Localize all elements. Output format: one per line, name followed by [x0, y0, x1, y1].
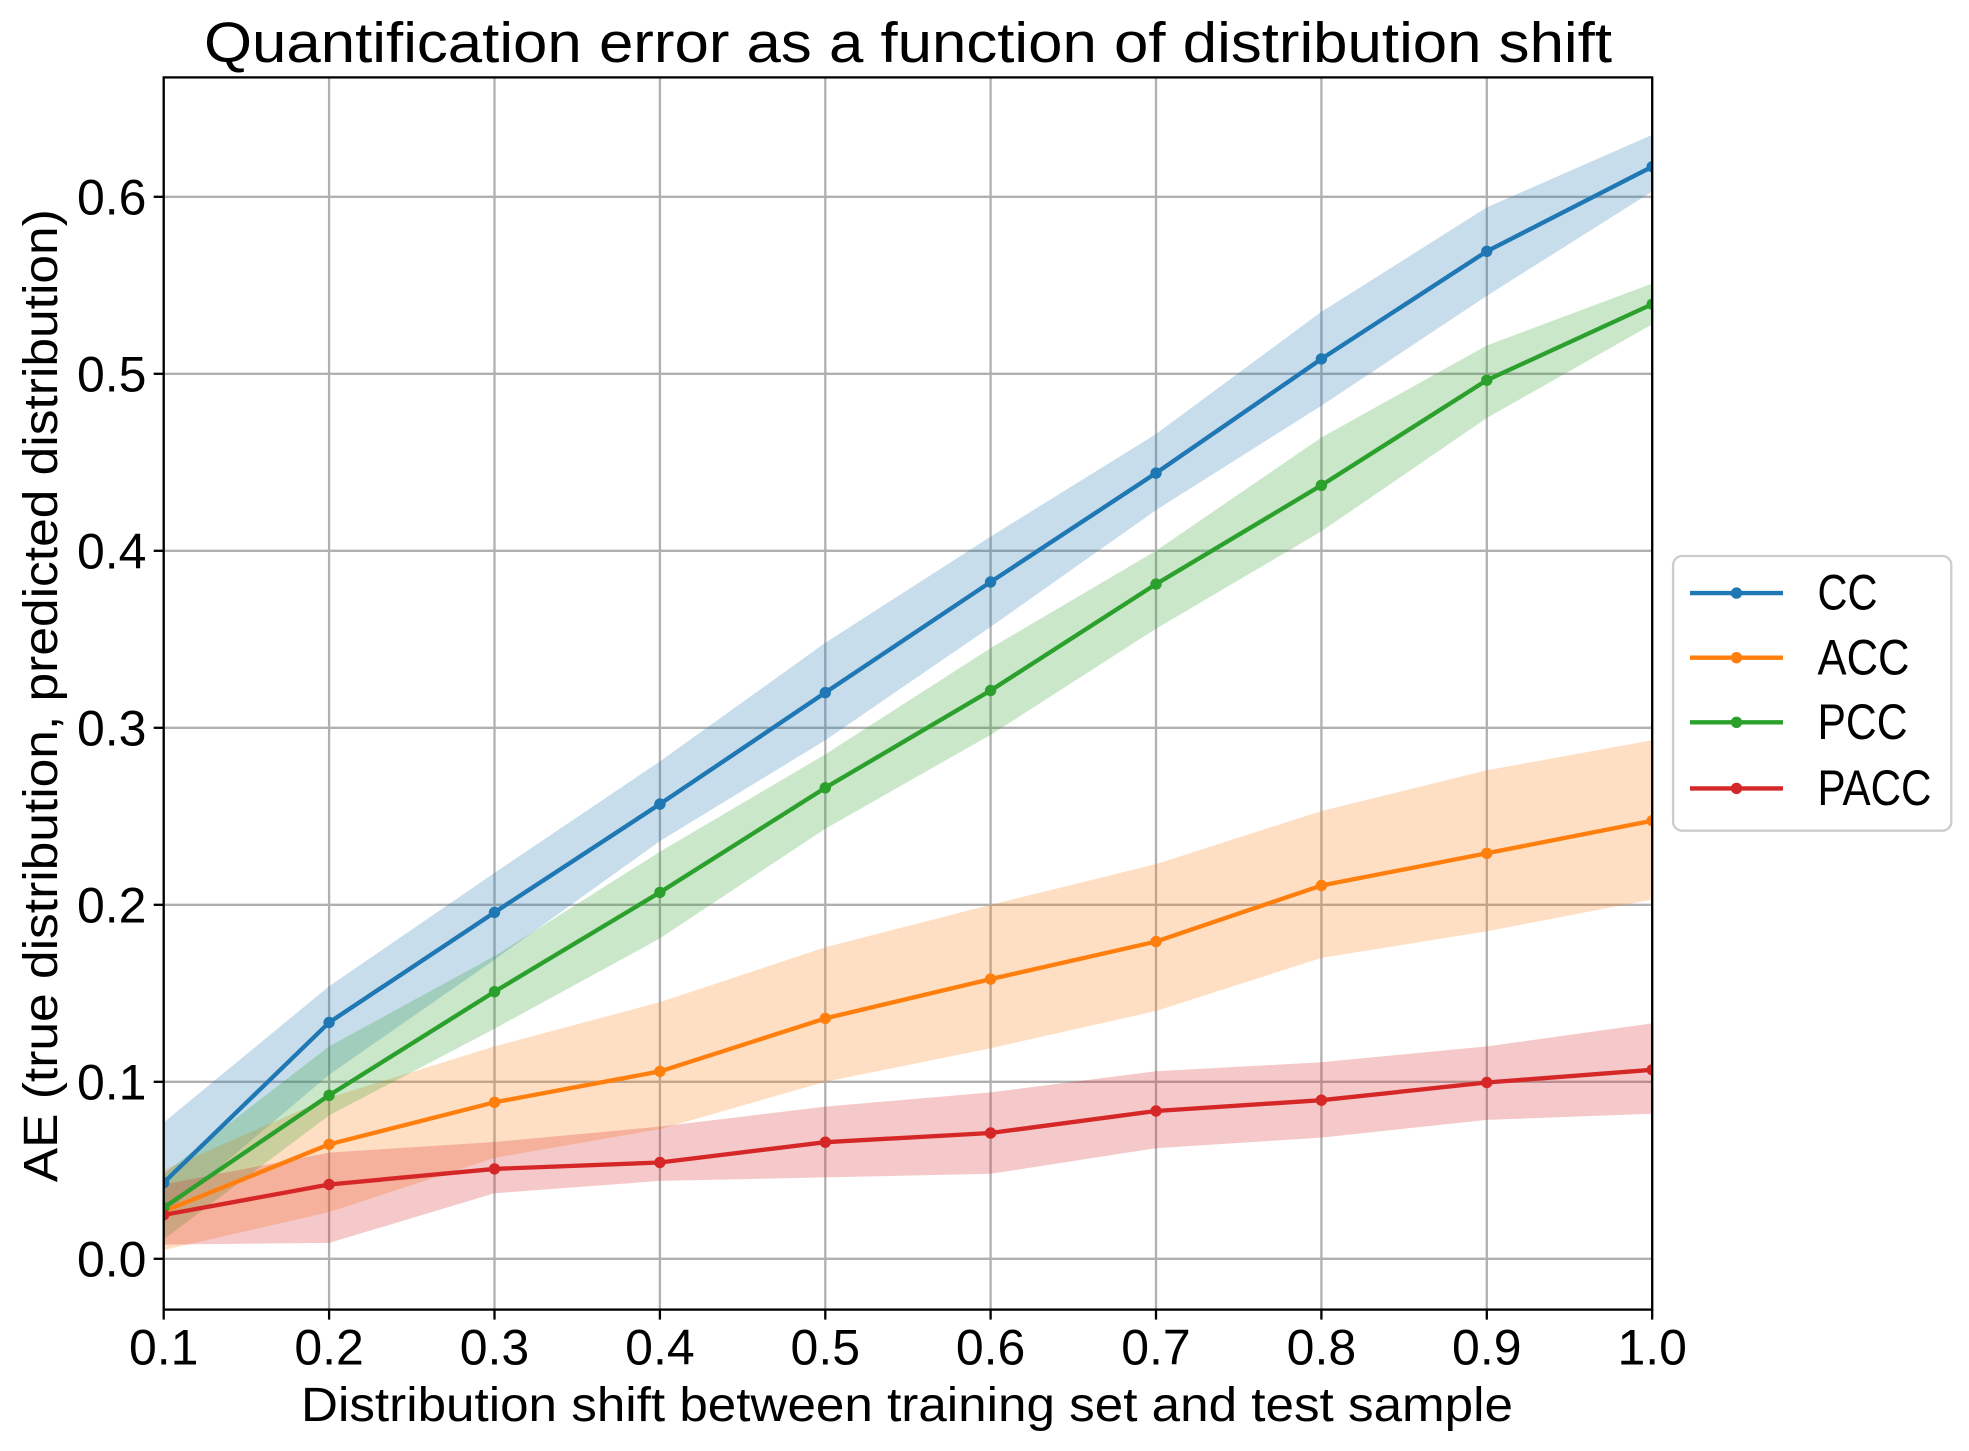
svg-text:Distribution shift between tra: Distribution shift between training set …: [301, 1378, 1513, 1432]
svg-text:PACC: PACC: [1818, 759, 1932, 816]
svg-text:Quantification error as a func: Quantification error as a function of di…: [204, 11, 1612, 74]
svg-text:0.4: 0.4: [625, 1319, 695, 1375]
svg-text:0.0: 0.0: [77, 1232, 147, 1288]
svg-text:0.3: 0.3: [460, 1319, 530, 1375]
svg-text:1.0: 1.0: [1617, 1319, 1687, 1375]
svg-text:0.2: 0.2: [294, 1319, 364, 1375]
svg-text:ACC: ACC: [1818, 628, 1910, 685]
svg-text:0.8: 0.8: [1287, 1319, 1357, 1375]
svg-text:AE (true distribution, predict: AE (true distribution, predicted distrib…: [15, 209, 68, 1182]
svg-text:PCC: PCC: [1818, 693, 1908, 750]
svg-text:CC: CC: [1818, 564, 1878, 621]
svg-text:0.1: 0.1: [129, 1319, 199, 1375]
svg-text:0.3: 0.3: [77, 701, 147, 757]
svg-text:0.6: 0.6: [77, 170, 147, 226]
svg-text:0.4: 0.4: [77, 524, 147, 580]
svg-text:0.1: 0.1: [77, 1055, 147, 1111]
svg-text:0.2: 0.2: [77, 878, 147, 934]
svg-text:0.5: 0.5: [77, 347, 147, 403]
svg-text:0.9: 0.9: [1452, 1319, 1522, 1375]
svg-text:0.5: 0.5: [791, 1319, 861, 1375]
svg-text:0.6: 0.6: [956, 1319, 1026, 1375]
svg-text:0.7: 0.7: [1121, 1319, 1191, 1375]
